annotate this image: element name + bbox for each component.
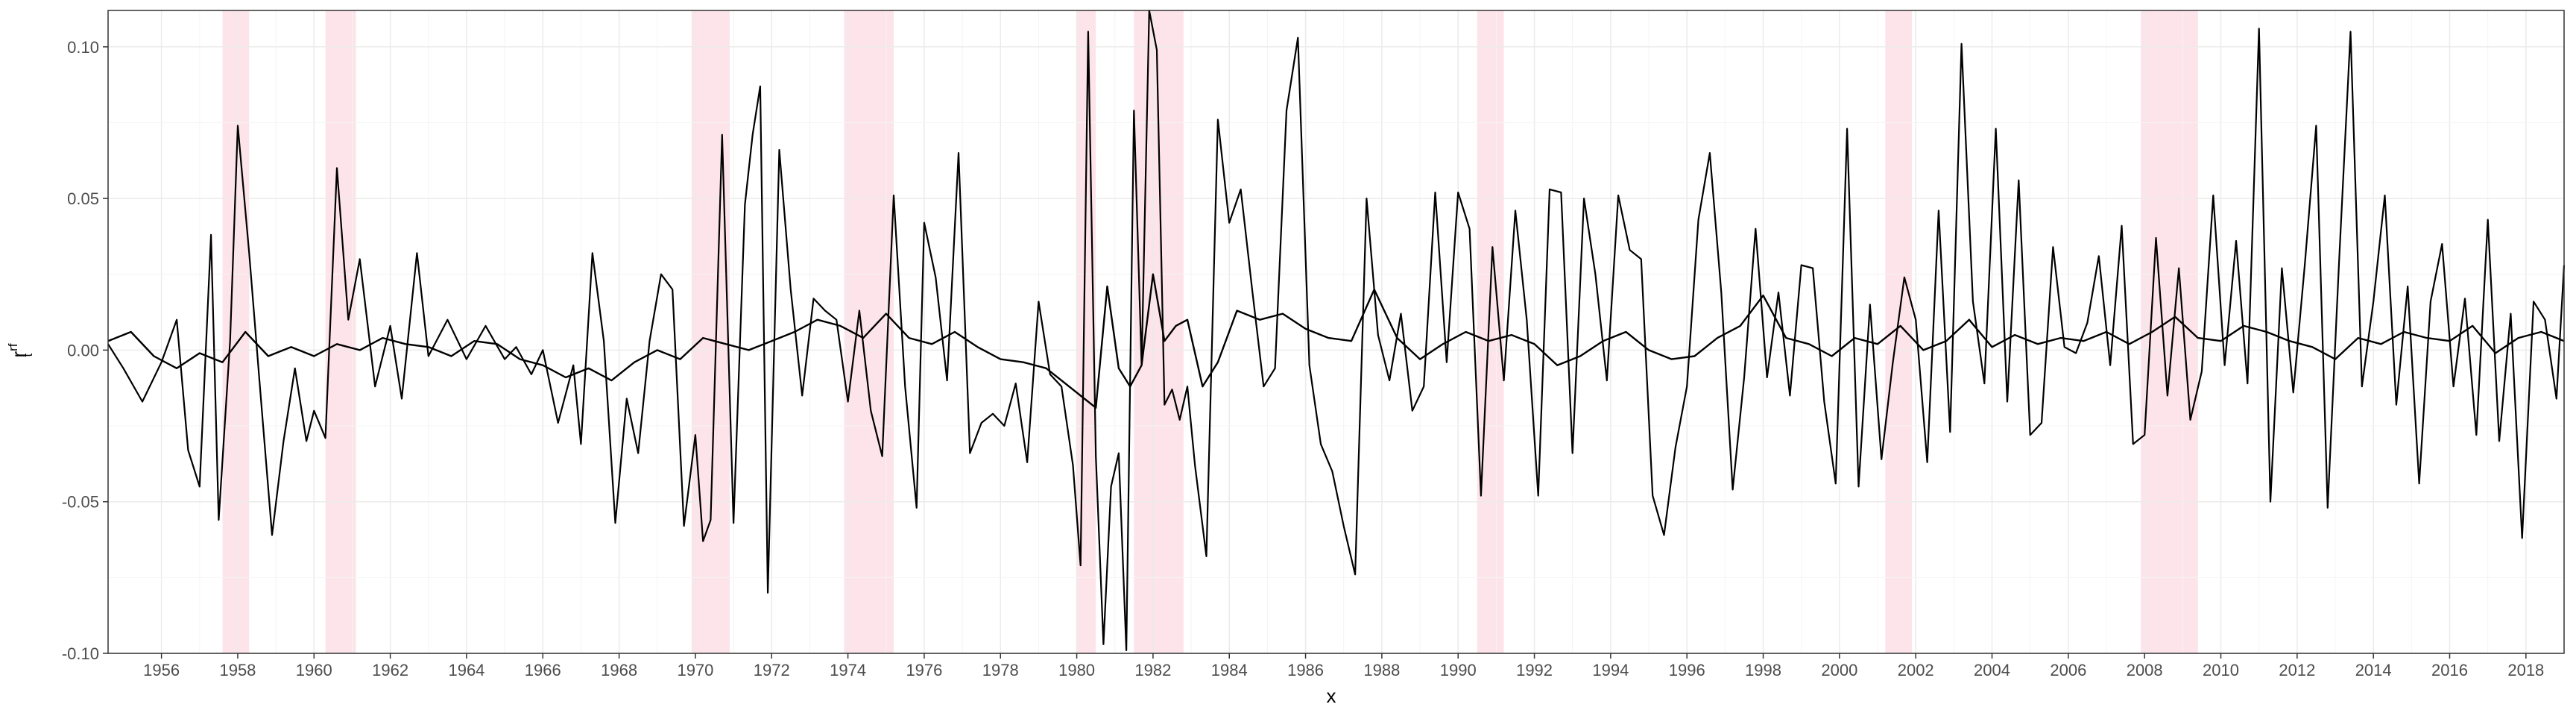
- y-tick-label: -0.05: [62, 493, 99, 512]
- recession-band-7: [1885, 10, 1913, 653]
- x-tick-label: 2016: [2431, 661, 2468, 679]
- x-tick-label: 1970: [677, 661, 713, 679]
- y-tick-label: 0.05: [67, 189, 99, 208]
- x-tick-label: 2004: [1974, 661, 2010, 679]
- x-tick-label: 1998: [1745, 661, 1781, 679]
- x-tick-label: 1982: [1134, 661, 1171, 679]
- x-tick-label: 2000: [1821, 661, 1857, 679]
- y-axis-title-subscript: t: [21, 353, 35, 357]
- x-tick-label: 1962: [372, 661, 408, 679]
- series-line-smooth: [107, 273, 2565, 409]
- y-axis-ticks: -0.10 -0.05 0.00 0.05 0.10: [62, 38, 108, 663]
- y-tick-label: 0.10: [67, 38, 99, 57]
- x-tick-label: 1980: [1058, 661, 1095, 679]
- x-tick-label: 2018: [2507, 661, 2544, 679]
- recession-band-8: [2141, 10, 2198, 653]
- x-tick-label: 1996: [1669, 661, 1705, 679]
- y-axis-title-superscript: rf: [6, 343, 20, 351]
- x-tick-label: 1984: [1211, 661, 1248, 679]
- svg-text:rrft: rrft: [6, 343, 35, 357]
- recession-band-2: [691, 10, 730, 653]
- x-tick-label: 2008: [2127, 661, 2163, 679]
- x-tick-label: 2012: [2279, 661, 2315, 679]
- x-tick-label: 1994: [1592, 661, 1629, 679]
- x-tick-label: 1958: [219, 661, 256, 679]
- x-tick-label: 1990: [1440, 661, 1477, 679]
- x-tick-label: 2002: [1898, 661, 1934, 679]
- series-line-volatile: [107, 9, 2566, 652]
- x-tick-label: 1956: [143, 661, 180, 679]
- x-tick-label: 1968: [601, 661, 637, 679]
- x-tick-label: 1978: [982, 661, 1019, 679]
- x-axis-title: x: [1327, 685, 1336, 707]
- x-tick-label: 2010: [2203, 661, 2239, 679]
- x-tick-label: 1960: [296, 661, 332, 679]
- x-tick-label: 1972: [754, 661, 790, 679]
- y-tick-label: 0.00: [67, 341, 99, 359]
- x-tick-label: 1964: [448, 661, 484, 679]
- x-tick-label: 2006: [2050, 661, 2086, 679]
- x-tick-label: 1992: [1516, 661, 1553, 679]
- x-tick-label: 2014: [2355, 661, 2392, 679]
- y-tick-label: -0.10: [62, 644, 99, 663]
- plot-panel-border: [107, 10, 2565, 654]
- x-tick-label: 1988: [1363, 661, 1400, 679]
- x-tick-label: 1976: [906, 661, 942, 679]
- series-lines: [107, 9, 2566, 652]
- x-tick-label: 1986: [1287, 661, 1324, 679]
- x-tick-label: 1966: [525, 661, 561, 679]
- x-tick-label: 1974: [830, 661, 866, 679]
- y-axis-title-main: r: [7, 351, 30, 358]
- x-axis-ticks: 1956 1958 1960 1962 1964 1966 1968 1970 1972 1974…: [143, 653, 2544, 679]
- y-axis-title: rrft: [6, 343, 35, 357]
